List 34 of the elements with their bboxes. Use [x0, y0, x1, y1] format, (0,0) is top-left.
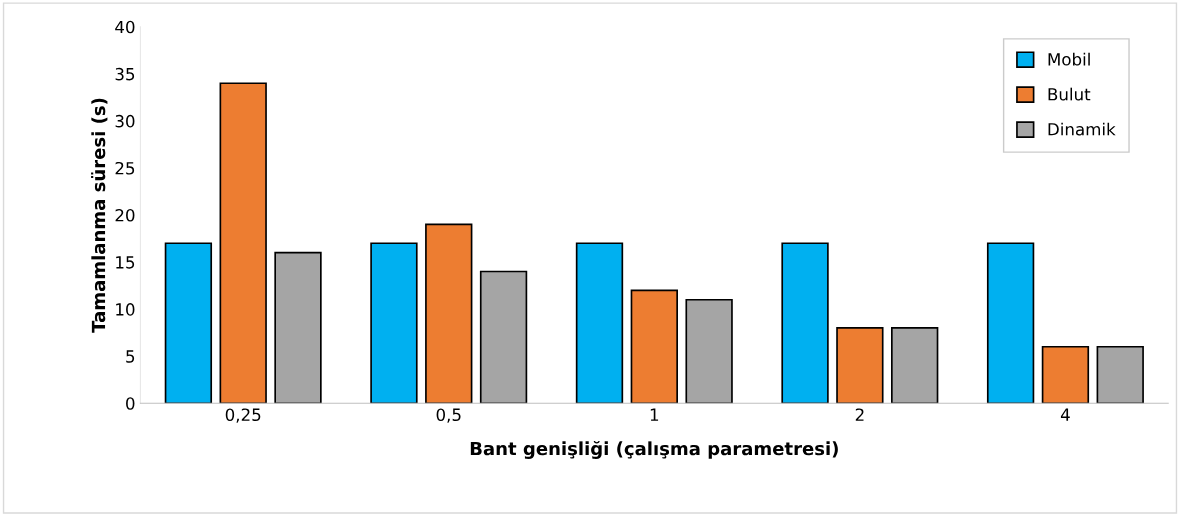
- y-tick-label: 35: [115, 67, 135, 81]
- bar: [781, 242, 829, 404]
- y-tick-label: 5: [126, 350, 135, 363]
- bar: [219, 82, 267, 404]
- legend-label: Bulut: [1048, 87, 1091, 101]
- y-tick-label: 20: [115, 208, 135, 222]
- y-tick-label: 15: [116, 256, 135, 269]
- y-tick-label: 30: [115, 114, 135, 128]
- y-axis-title: Tamamlanma süresi (s): [91, 98, 108, 333]
- bar: [370, 242, 418, 404]
- bar: [986, 242, 1035, 404]
- y-tick-label: 0: [126, 397, 135, 410]
- bar: [630, 289, 678, 404]
- x-tick-label: 1: [650, 408, 659, 421]
- x-tick-label: 2: [855, 408, 864, 421]
- bar: [164, 242, 213, 404]
- bar: [1096, 345, 1144, 404]
- legend-label: Dinamik: [1048, 122, 1116, 136]
- bar: [575, 242, 624, 404]
- x-tick-label: 0,5: [436, 408, 461, 423]
- x-tick-label: 4: [1060, 408, 1070, 421]
- x-tick-label: 0,25: [225, 408, 261, 423]
- legend-label: Mobil: [1048, 52, 1090, 66]
- y-tick-label: 10: [116, 303, 135, 316]
- y-tick-label: 25: [115, 161, 135, 175]
- bar: [274, 251, 322, 404]
- y-tick-label: 40: [115, 20, 135, 34]
- bar: [425, 223, 473, 404]
- x-axis-title: Bant genişliği (çalışma parametresi): [470, 440, 838, 459]
- bar: [685, 298, 733, 404]
- bar: [836, 327, 884, 404]
- bar: [891, 327, 939, 404]
- bar: [1041, 345, 1090, 404]
- bar: [479, 270, 528, 404]
